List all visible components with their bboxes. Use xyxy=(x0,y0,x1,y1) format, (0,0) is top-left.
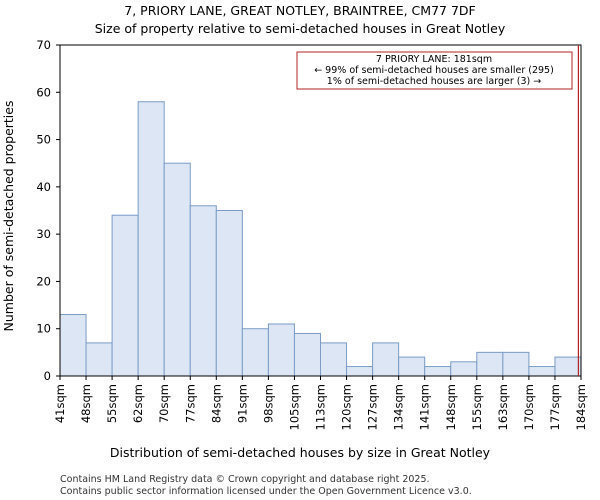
y-tick-label-60: 60 xyxy=(36,85,51,99)
y-tick-label-30: 30 xyxy=(36,227,51,241)
x-tick-label-134sqm: 134sqm xyxy=(392,384,406,430)
x-tick-label-155sqm: 155sqm xyxy=(470,384,484,430)
x-tick-label-148sqm: 148sqm xyxy=(444,384,458,430)
chart-title: 7, PRIORY LANE, GREAT NOTLEY, BRAINTREE,… xyxy=(124,3,475,18)
bar-62sqm xyxy=(137,101,165,377)
x-tick-label-141sqm: 141sqm xyxy=(418,384,432,430)
bar-127sqm xyxy=(372,342,400,377)
bar-105sqm xyxy=(293,332,322,377)
y-tick-label-70: 70 xyxy=(36,38,51,52)
bar-148sqm xyxy=(450,361,478,377)
y-tick-label-40: 40 xyxy=(36,180,51,194)
bar-113sqm xyxy=(320,342,348,377)
annotation-box: 7 PRIORY LANE: 181sqm ← 99% of semi-deta… xyxy=(296,51,573,90)
annotation-frame xyxy=(296,51,573,90)
x-tick-label-77sqm: 77sqm xyxy=(183,384,197,423)
x-tick-label-113sqm: 113sqm xyxy=(314,384,328,430)
x-tick-label-48sqm: 48sqm xyxy=(79,384,93,423)
x-tick-label-91sqm: 91sqm xyxy=(235,384,249,423)
y-axis-label: Number of semi-detached properties xyxy=(1,101,16,332)
x-tick-label-127sqm: 127sqm xyxy=(366,384,380,430)
bar-155sqm xyxy=(476,351,504,377)
bar-55sqm xyxy=(111,214,139,377)
x-axis-label: Distribution of semi-detached houses by … xyxy=(110,445,491,460)
y-tick-label-20: 20 xyxy=(36,274,51,288)
x-tick-label-120sqm: 120sqm xyxy=(340,384,354,430)
plot-area-frame xyxy=(59,44,582,377)
bar-70sqm xyxy=(163,162,191,377)
annotation-line-3: 1% of semi-detached houses are larger (3… xyxy=(327,76,541,87)
x-tick-label-70sqm: 70sqm xyxy=(157,384,171,423)
bar-141sqm xyxy=(424,366,452,377)
y-tick-label-0: 0 xyxy=(44,369,51,383)
bar-91sqm xyxy=(241,328,269,377)
x-tick-label-98sqm: 98sqm xyxy=(261,384,275,423)
x-tick-label-177sqm: 177sqm xyxy=(548,384,562,430)
bar-77sqm xyxy=(189,205,217,377)
x-tick-label-41sqm: 41sqm xyxy=(53,384,67,423)
x-tick-label-62sqm: 62sqm xyxy=(131,384,145,423)
bar-177sqm xyxy=(554,356,582,377)
footer-line-2: Contains public sector information licen… xyxy=(60,486,472,497)
bar-48sqm xyxy=(85,342,113,377)
x-tick-label-163sqm: 163sqm xyxy=(496,384,510,430)
bar-84sqm xyxy=(215,210,243,377)
bar-163sqm xyxy=(502,351,530,377)
annotation-line-2: ← 99% of semi-detached houses are smalle… xyxy=(314,65,554,76)
bar-98sqm xyxy=(267,323,295,377)
x-tick-label-84sqm: 84sqm xyxy=(209,384,223,423)
bar-120sqm xyxy=(346,366,374,377)
chart-subtitle: Size of property relative to semi-detach… xyxy=(95,21,506,36)
x-tick-label-105sqm: 105sqm xyxy=(287,384,301,430)
bar-134sqm xyxy=(398,356,426,377)
bar-41sqm xyxy=(59,314,87,377)
y-tick-label-10: 10 xyxy=(36,322,51,336)
bar-170sqm xyxy=(528,366,556,377)
footer-line-1: Contains HM Land Registry data © Crown c… xyxy=(60,474,430,485)
y-tick-label-50: 50 xyxy=(36,133,51,147)
annotation-line-1: 7 PRIORY LANE: 181sqm xyxy=(376,54,492,65)
x-tick-label-55sqm: 55sqm xyxy=(105,384,119,423)
x-tick-label-170sqm: 170sqm xyxy=(522,384,536,430)
x-tick-label-184sqm: 184sqm xyxy=(574,384,588,430)
